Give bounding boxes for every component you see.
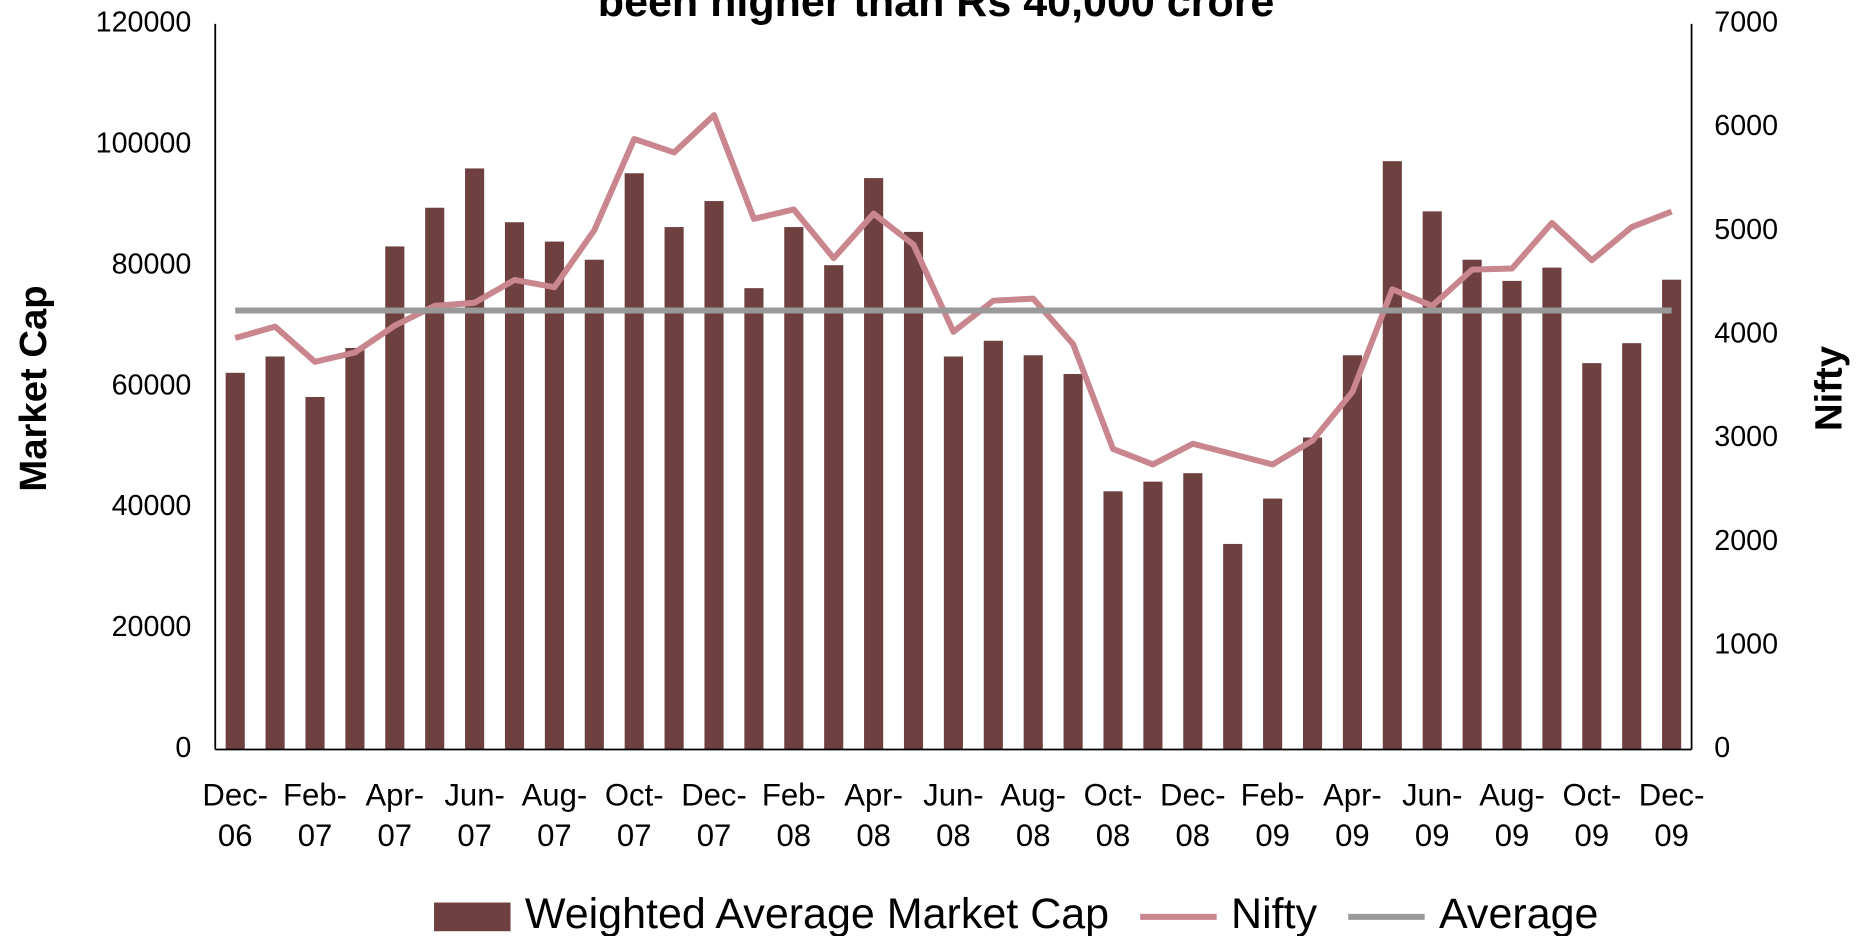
x-tick-label: Dec-07 — [681, 778, 747, 854]
bar — [624, 173, 644, 750]
bar — [1662, 279, 1682, 750]
y2-tick-label: 5000 — [1714, 214, 1778, 246]
chart-title: been higher than Rs 40,000 crore — [598, 0, 1275, 26]
x-tick-label: Oct-09 — [1562, 778, 1621, 854]
bar — [744, 288, 764, 750]
y-tick-label: 40000 — [112, 490, 192, 522]
y-tick-label: 80000 — [112, 248, 192, 280]
bar — [1143, 481, 1163, 750]
x-tick-label: Apr-09 — [1323, 778, 1382, 854]
bar — [784, 227, 804, 750]
x-tick-label: Dec-06 — [202, 778, 268, 854]
legend-label: Average — [1439, 890, 1598, 936]
x-tick-label: Apr-07 — [365, 778, 424, 854]
bar — [225, 372, 245, 750]
bar — [824, 265, 844, 750]
x-tick-label: Oct-07 — [605, 778, 664, 854]
x-tick-label: Jun-07 — [444, 778, 504, 854]
y2-tick-label: 6000 — [1714, 110, 1778, 142]
bar — [1542, 267, 1562, 750]
y-tick-label: 0 — [175, 732, 191, 764]
x-tick-label: Dec-09 — [1639, 778, 1705, 854]
y2-tick-label: 2000 — [1714, 525, 1778, 557]
legend-label: Weighted Average Market Cap — [525, 890, 1109, 936]
bar — [983, 340, 1003, 750]
y-axis-label: Market Cap — [12, 285, 55, 491]
bar — [1382, 161, 1402, 750]
x-tick-label: Feb-08 — [762, 778, 826, 854]
x-tick-label: Aug-07 — [522, 778, 588, 854]
bar — [425, 207, 445, 750]
bar — [465, 168, 485, 750]
bar — [1622, 343, 1642, 750]
bar — [1502, 280, 1522, 750]
bar — [943, 356, 963, 750]
bar — [864, 178, 884, 750]
bar — [1422, 211, 1442, 750]
x-tick-label: Aug-08 — [1000, 778, 1066, 854]
bar — [1023, 355, 1043, 750]
y-tick-label: 120000 — [96, 6, 192, 38]
bar — [385, 246, 405, 750]
bar — [1183, 473, 1203, 750]
bar — [1223, 543, 1243, 750]
bar — [504, 222, 525, 750]
bar — [265, 356, 285, 750]
bar — [1342, 355, 1362, 750]
y2-tick-label: 4000 — [1714, 317, 1778, 349]
bar — [1582, 363, 1602, 750]
y-tick-label: 100000 — [96, 127, 192, 159]
legend-swatch — [434, 902, 511, 932]
x-tick-label: Dec-08 — [1160, 778, 1226, 854]
bar — [1302, 437, 1323, 750]
x-tick-label: Feb-09 — [1241, 778, 1305, 854]
y2-tick-label: 3000 — [1714, 421, 1778, 453]
y2-tick-label: 1000 — [1714, 628, 1778, 660]
bar — [903, 231, 924, 750]
bar — [1103, 491, 1123, 750]
x-tick-label: Jun-09 — [1402, 778, 1462, 854]
y-tick-label: 20000 — [112, 611, 192, 643]
bar — [305, 396, 325, 750]
bar — [345, 348, 365, 750]
bar — [584, 259, 604, 750]
bar — [544, 241, 564, 750]
y2-tick-label: 7000 — [1714, 6, 1778, 38]
bar — [704, 201, 724, 750]
x-tick-label: Feb-07 — [283, 778, 347, 854]
y-tick-label: 60000 — [112, 369, 192, 401]
bar — [664, 227, 684, 750]
bar — [1462, 259, 1482, 750]
x-tick-label: Jun-08 — [923, 778, 983, 854]
bar — [1063, 374, 1083, 750]
x-tick-label: Apr-08 — [844, 778, 903, 854]
bar — [1263, 498, 1283, 750]
y2-tick-label: 0 — [1714, 732, 1730, 764]
y2-axis-label: Nifty — [1808, 345, 1851, 431]
legend-label: Nifty — [1231, 890, 1318, 936]
x-tick-label: Oct-08 — [1084, 778, 1143, 854]
line — [234, 112, 1673, 468]
x-tick-label: Aug-09 — [1479, 778, 1545, 854]
